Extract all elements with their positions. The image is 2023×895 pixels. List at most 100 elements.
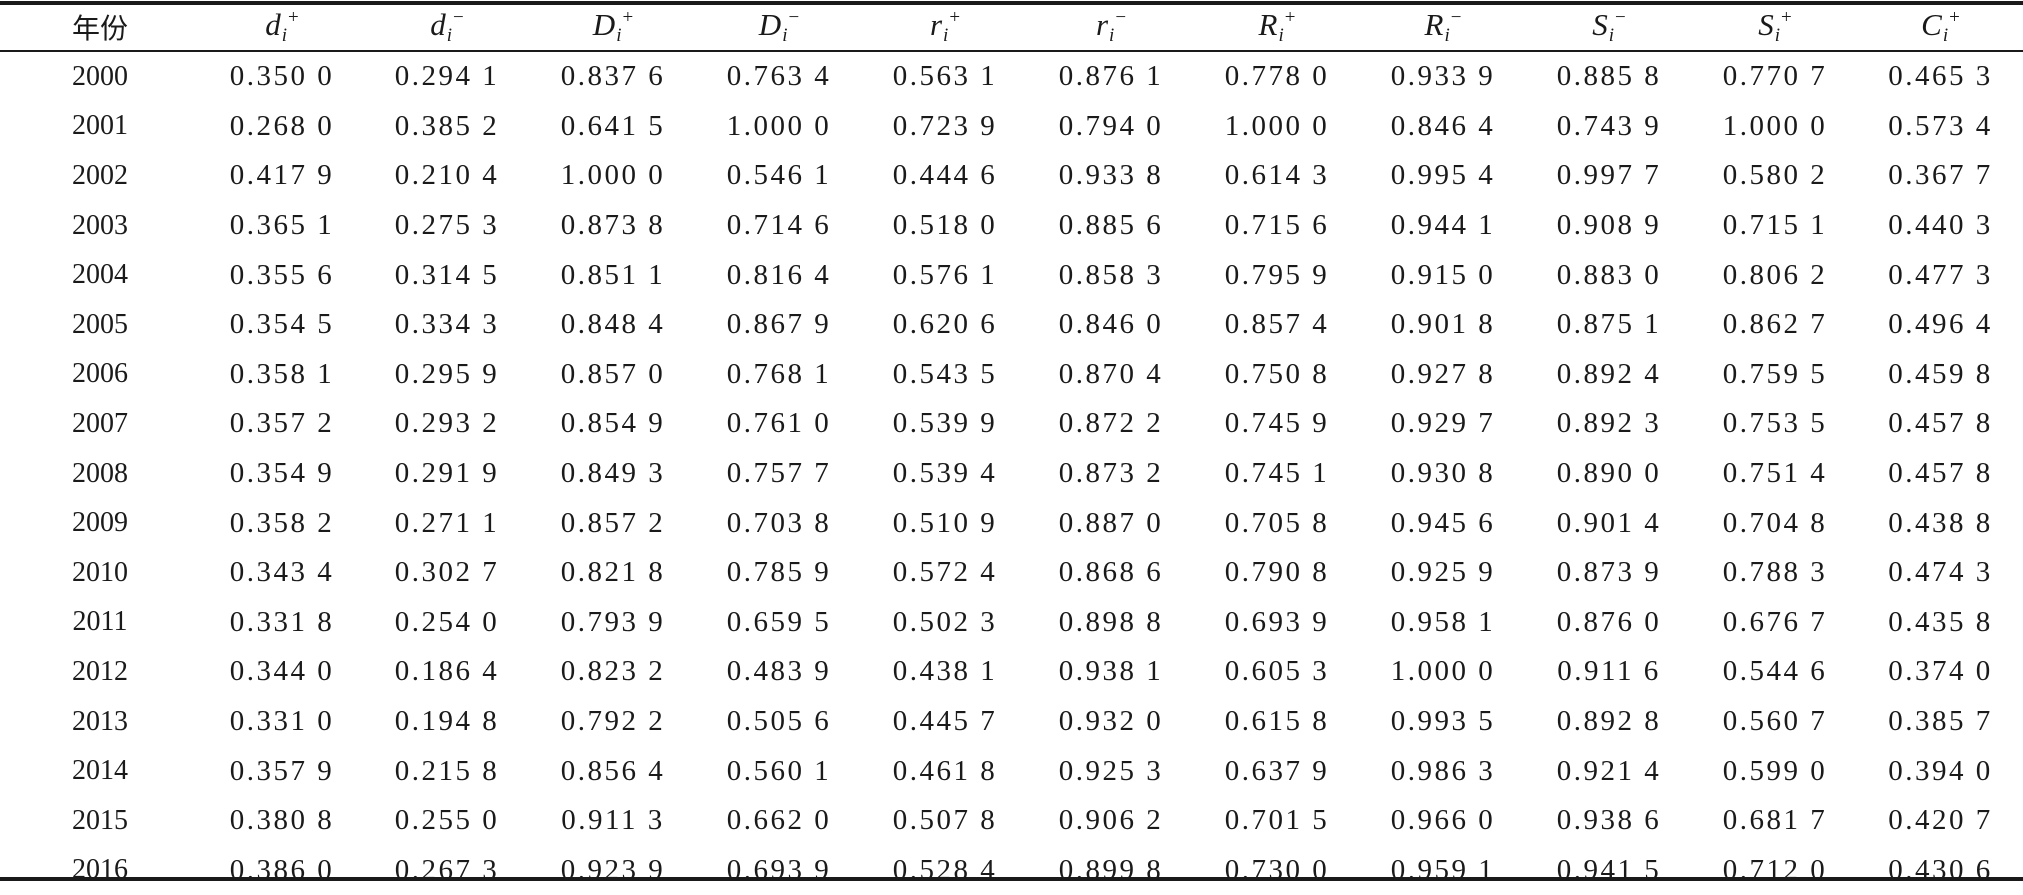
value-cell: 0.851 1 <box>530 250 696 300</box>
value-cell: 0.770 7 <box>1692 52 1858 102</box>
value-cell: 0.930 8 <box>1360 449 1526 499</box>
column-header-symbol: Di+ <box>593 7 633 42</box>
year-cell: 2008 <box>0 449 200 499</box>
value-cell: 0.745 1 <box>1194 449 1360 499</box>
value-cell: 1.000 0 <box>696 102 862 152</box>
value-cell: 0.518 0 <box>862 201 1028 251</box>
value-cell: 0.271 1 <box>364 498 530 548</box>
value-cell: 0.268 0 <box>200 102 364 152</box>
year-cell: 2002 <box>0 151 200 201</box>
symbol-superscript: + <box>949 7 960 28</box>
value-cell: 0.394 0 <box>1858 746 2023 796</box>
value-cell: 0.933 8 <box>1028 151 1194 201</box>
value-cell: 0.357 2 <box>200 399 364 449</box>
value-cell: 0.334 3 <box>364 300 530 350</box>
value-cell: 0.367 7 <box>1858 151 2023 201</box>
value-cell: 0.294 1 <box>364 52 530 102</box>
value-cell: 0.693 9 <box>1194 598 1360 648</box>
value-cell: 0.890 0 <box>1526 449 1692 499</box>
value-cell: 0.254 0 <box>364 598 530 648</box>
year-cell: 2003 <box>0 201 200 251</box>
value-cell: 0.921 4 <box>1526 746 1692 796</box>
year-cell: 2012 <box>0 647 200 697</box>
column-header-year: 年份 <box>0 0 200 52</box>
value-cell: 0.505 6 <box>696 697 862 747</box>
value-cell: 0.438 8 <box>1858 498 2023 548</box>
value-cell: 0.580 2 <box>1692 151 1858 201</box>
value-cell: 0.528 4 <box>862 846 1028 895</box>
value-cell: 0.768 1 <box>696 350 862 400</box>
value-cell: 0.314 5 <box>364 250 530 300</box>
symbol-superscript: + <box>1781 7 1792 28</box>
column-header-symbol: Ci+ <box>1921 7 1960 42</box>
column-header: Si+ <box>1692 0 1858 52</box>
value-cell: 0.876 1 <box>1028 52 1194 102</box>
value-cell: 0.959 1 <box>1360 846 1526 895</box>
value-cell: 0.925 9 <box>1360 548 1526 598</box>
value-cell: 0.837 6 <box>530 52 696 102</box>
value-cell: 0.876 0 <box>1526 598 1692 648</box>
value-cell: 0.539 4 <box>862 449 1028 499</box>
value-cell: 0.465 3 <box>1858 52 2023 102</box>
value-cell: 0.267 3 <box>364 846 530 895</box>
value-cell: 0.821 8 <box>530 548 696 598</box>
value-cell: 0.867 9 <box>696 300 862 350</box>
value-cell: 0.932 0 <box>1028 697 1194 747</box>
value-cell: 0.923 9 <box>530 846 696 895</box>
column-header: Si− <box>1526 0 1692 52</box>
value-cell: 0.703 8 <box>696 498 862 548</box>
value-cell: 0.857 2 <box>530 498 696 548</box>
symbol-superscript: − <box>1451 7 1462 28</box>
column-header-symbol: Di− <box>759 7 799 42</box>
value-cell: 1.000 0 <box>530 151 696 201</box>
value-cell: 0.846 4 <box>1360 102 1526 152</box>
value-cell: 0.417 9 <box>200 151 364 201</box>
value-cell: 0.444 6 <box>862 151 1028 201</box>
value-cell: 0.496 4 <box>1858 300 2023 350</box>
symbol-base: S <box>1758 7 1774 42</box>
value-cell: 0.546 1 <box>696 151 862 201</box>
value-cell: 0.714 6 <box>696 201 862 251</box>
value-cell: 0.993 5 <box>1360 697 1526 747</box>
value-cell: 0.350 0 <box>200 52 364 102</box>
table-header: 年份 di+di−Di+Di−ri+ri−Ri+Ri−Si−Si+Ci+ <box>0 0 2023 52</box>
value-cell: 0.457 8 <box>1858 399 2023 449</box>
value-cell: 0.543 5 <box>862 350 1028 400</box>
value-cell: 0.857 4 <box>1194 300 1360 350</box>
year-cell: 2005 <box>0 300 200 350</box>
value-cell: 0.816 4 <box>696 250 862 300</box>
value-cell: 1.000 0 <box>1692 102 1858 152</box>
column-header: Ci+ <box>1858 0 2023 52</box>
value-cell: 0.892 4 <box>1526 350 1692 400</box>
value-cell: 0.255 0 <box>364 796 530 846</box>
symbol-base: d <box>265 7 281 42</box>
value-cell: 0.938 1 <box>1028 647 1194 697</box>
value-cell: 0.753 5 <box>1692 399 1858 449</box>
value-cell: 0.343 4 <box>200 548 364 598</box>
value-cell: 0.435 8 <box>1858 598 2023 648</box>
symbol-base: R <box>1259 7 1278 42</box>
column-header-symbol: di− <box>430 7 464 42</box>
value-cell: 0.641 5 <box>530 102 696 152</box>
value-cell: 0.945 6 <box>1360 498 1526 548</box>
value-cell: 0.929 7 <box>1360 399 1526 449</box>
year-cell: 2015 <box>0 796 200 846</box>
value-cell: 0.887 0 <box>1028 498 1194 548</box>
symbol-base: R <box>1425 7 1444 42</box>
value-cell: 0.941 5 <box>1526 846 1692 895</box>
symbol-superscript: + <box>1285 7 1296 28</box>
value-cell: 0.474 3 <box>1858 548 2023 598</box>
value-cell: 0.986 3 <box>1360 746 1526 796</box>
value-cell: 0.502 3 <box>862 598 1028 648</box>
value-cell: 0.659 5 <box>696 598 862 648</box>
value-cell: 0.862 7 <box>1692 300 1858 350</box>
value-cell: 0.925 3 <box>1028 746 1194 796</box>
value-cell: 0.420 7 <box>1858 796 2023 846</box>
symbol-subscript: i <box>782 25 787 46</box>
